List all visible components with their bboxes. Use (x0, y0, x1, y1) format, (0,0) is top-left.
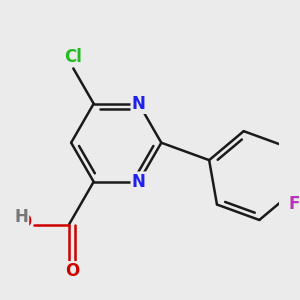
Text: N: N (132, 173, 146, 191)
Text: O: O (65, 262, 79, 280)
Text: H: H (14, 208, 28, 226)
Text: N: N (132, 95, 146, 113)
Text: O: O (17, 213, 31, 231)
Text: Cl: Cl (64, 47, 82, 65)
Text: F: F (288, 195, 300, 213)
